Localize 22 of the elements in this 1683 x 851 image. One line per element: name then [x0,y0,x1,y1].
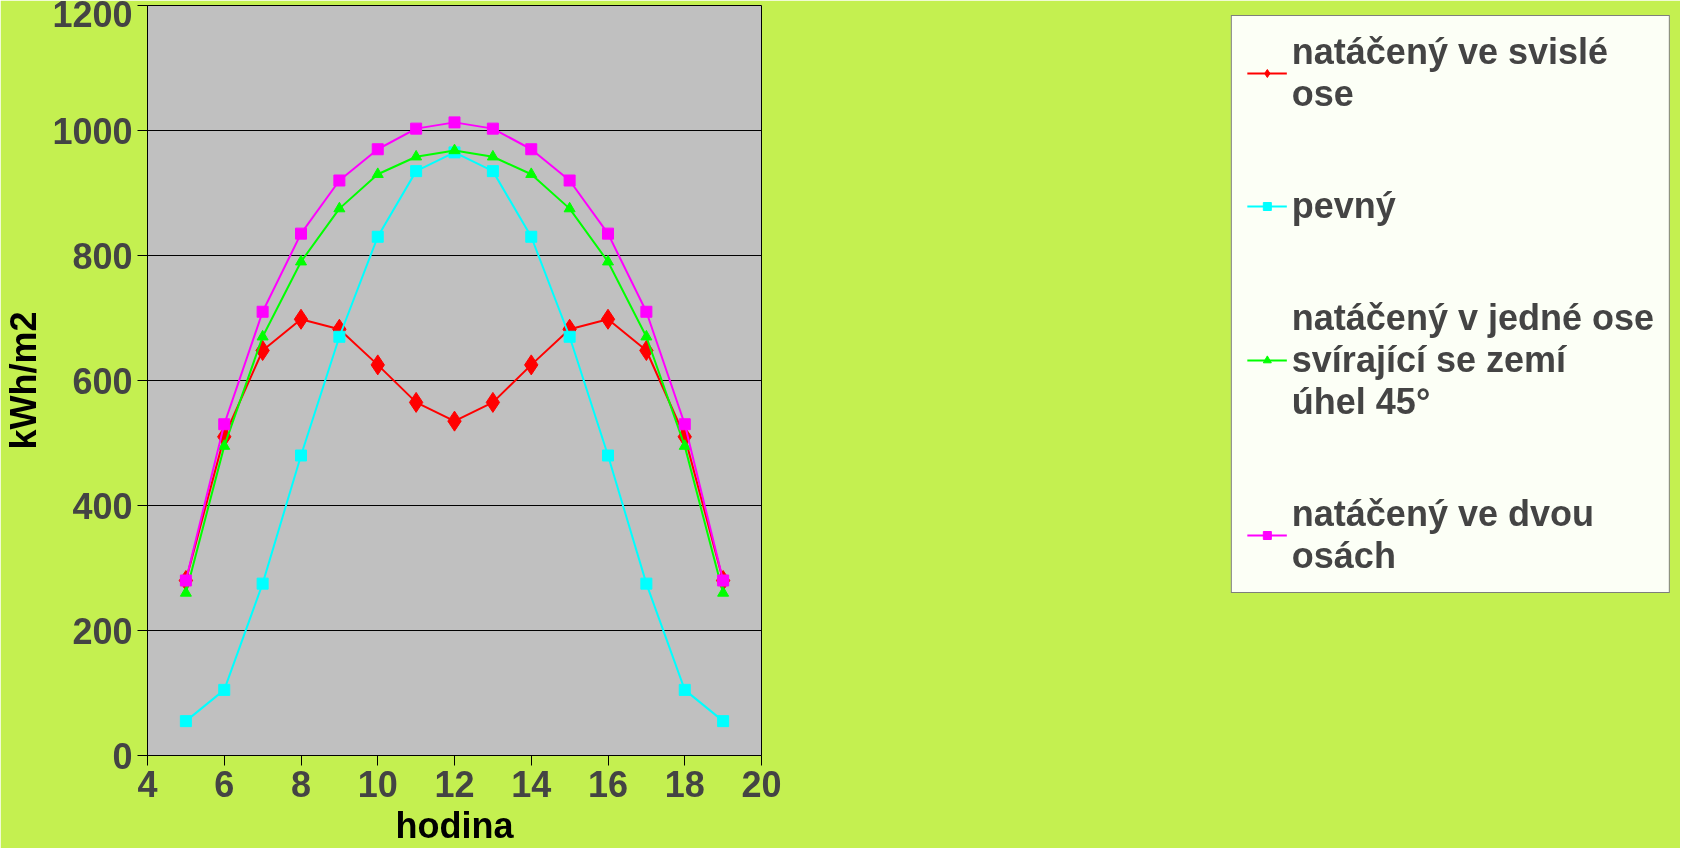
y-tick-label: 600 [72,360,133,402]
legend-label: natáčený v jedné ose svírající se zemí úhel 45° [1291,297,1654,423]
y-tick-label: 200 [72,610,133,652]
y-tick-label: 1200 [52,0,133,35]
y-tick-label: 400 [72,485,133,527]
x-tick-label: 14 [511,763,552,805]
x-tick-label: 12 [434,763,475,805]
legend-label: pevný [1291,185,1396,227]
x-tick-label: 18 [664,763,705,805]
y-tick-label: 1000 [52,110,133,152]
y-tick-label: 800 [72,235,133,277]
x-tick-label: 8 [290,763,312,805]
x-tick-label: 10 [357,763,398,805]
x-tick-label: 16 [587,763,629,805]
x-tick-label: 4 [137,763,158,805]
x-axis-title: hodina [395,804,515,846]
legend-label: natáčený ve svislé ose [1291,31,1609,115]
x-tick-label: 20 [741,763,782,805]
legend-label: natáčený ve dvou osách [1291,493,1594,577]
y-axis-title: kWh/m2 [3,311,45,450]
x-tick-label: 6 [214,763,235,805]
y-tick-label: 0 [112,735,133,777]
